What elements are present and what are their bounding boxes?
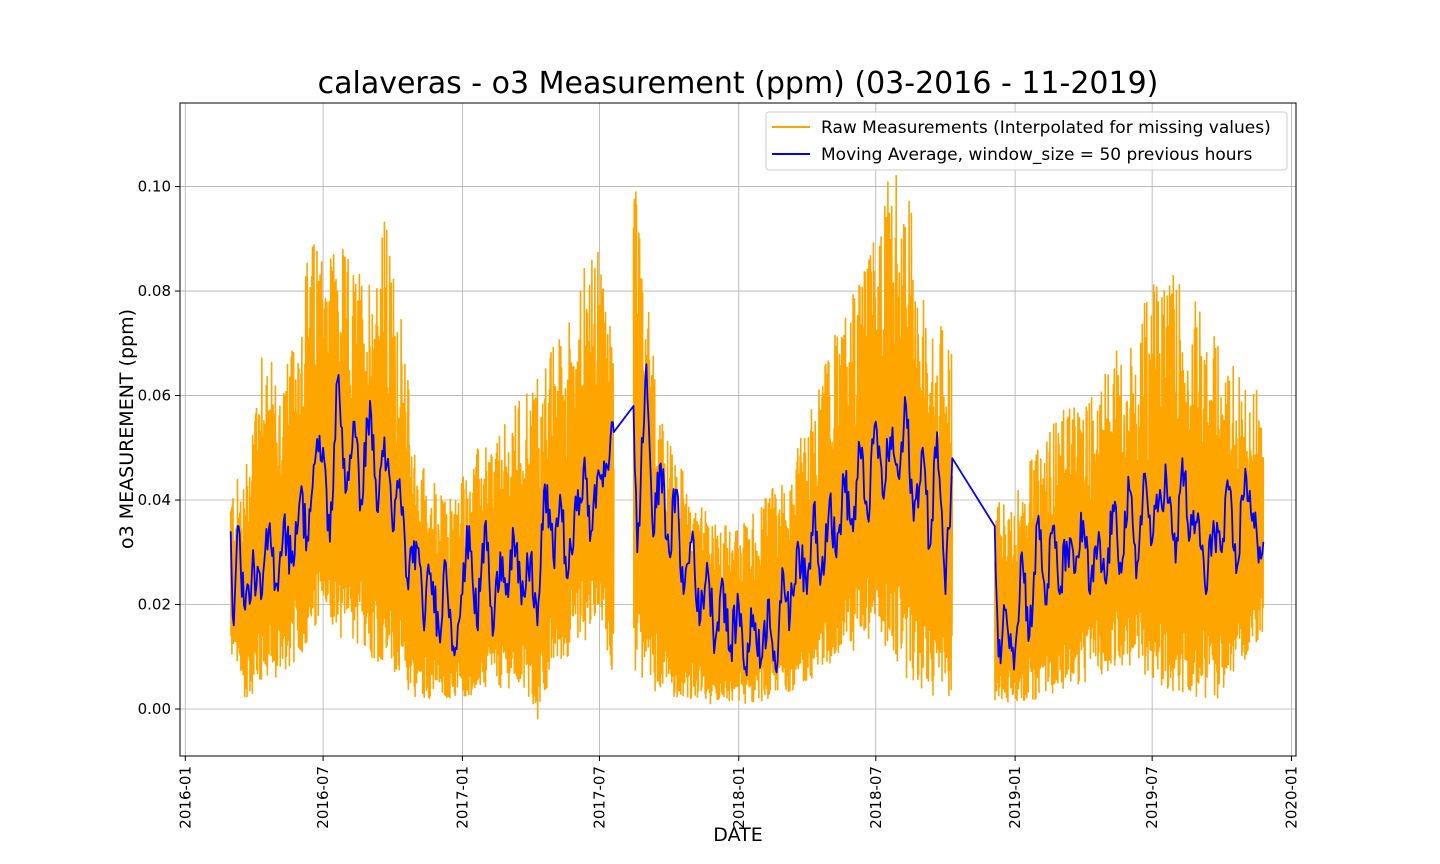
x-tick-label: 2019-07	[1143, 766, 1161, 829]
x-tick-label: 2017-01	[453, 766, 471, 829]
y-axis-label: o3 MEASUREMENT (ppm)	[116, 309, 138, 549]
y-tick-label: 0.00	[138, 700, 171, 718]
x-tick-label: 2016-07	[314, 766, 332, 829]
moving-average-series	[229, 363, 1265, 677]
x-tick-label: 2018-07	[867, 766, 885, 829]
raw-measurements-line	[229, 174, 1265, 720]
legend-box	[765, 111, 1288, 171]
plot-frame	[179, 102, 1297, 757]
legend-label-moving-average: Moving Average, window_size = 50 previou…	[821, 145, 1253, 165]
x-tick-label: 2019-01	[1006, 766, 1024, 829]
y-axis: 0.00 0.02 0.04 0.06 0.08 0.10	[138, 178, 180, 718]
x-axis-label: DATE	[713, 824, 762, 846]
x-tick-label: 2016-01	[176, 766, 194, 829]
legend[interactable]: Raw Measurements (Interpolated for missi…	[765, 111, 1288, 171]
x-tick-label: 2018-01	[730, 766, 748, 829]
x-axis: 2016-01 2016-07 2017-01 2017-07 2018-01 2018-…	[176, 756, 1300, 829]
y-tick-label: 0.06	[138, 387, 171, 405]
y-tick-label: 0.10	[138, 178, 171, 196]
y-tick-label: 0.04	[138, 491, 171, 509]
y-tick-label: 0.08	[138, 282, 171, 300]
x-tick-label: 2017-07	[590, 766, 608, 829]
y-tick-label: 0.02	[138, 596, 171, 614]
raw-measurements-series	[229, 174, 1265, 720]
moving-average-line	[229, 363, 1265, 677]
x-tick-label: 2020-01	[1282, 766, 1300, 829]
legend-label-raw: Raw Measurements (Interpolated for missi…	[821, 118, 1271, 138]
chart-title: calaveras - o3 Measurement (ppm) (03-201…	[318, 66, 1159, 101]
